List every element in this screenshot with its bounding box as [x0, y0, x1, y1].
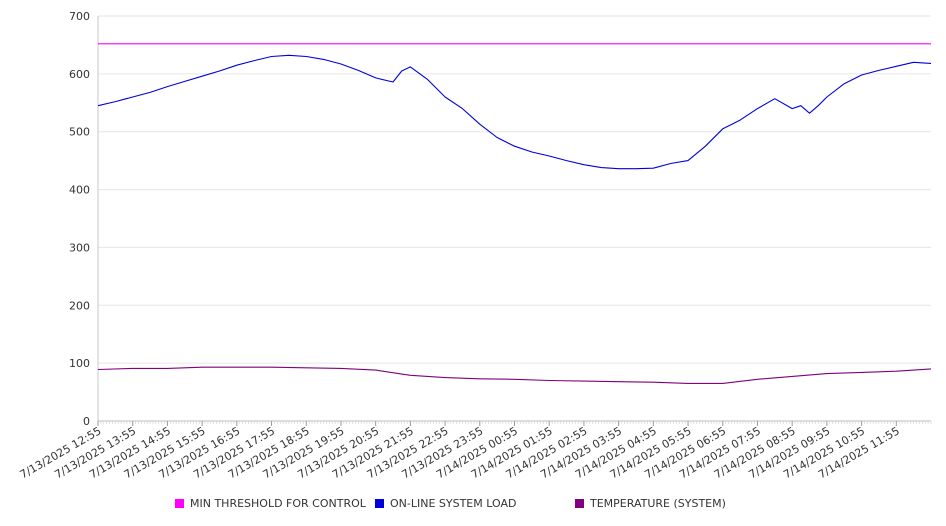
- y-tick-label: 500: [69, 126, 90, 139]
- series-line-1: [97, 54, 932, 170]
- y-tick-label: 400: [69, 184, 90, 197]
- grid-lines: [98, 15, 931, 364]
- y-tick-label: 200: [69, 299, 90, 312]
- y-tick-label: 600: [69, 68, 90, 81]
- y-tick-label: 100: [69, 357, 90, 370]
- legend-item: MIN THRESHOLD FOR CONTROL: [175, 497, 366, 510]
- legend-label: MIN THRESHOLD FOR CONTROL: [190, 497, 366, 510]
- legend: MIN THRESHOLD FOR CONTROL ON-LINE SYSTEM …: [0, 497, 946, 515]
- legend-item: TEMPERATURE (SYSTEM): [575, 497, 726, 510]
- legend-item: ON-LINE SYSTEM LOAD: [375, 497, 516, 510]
- series-lines: [97, 43, 932, 384]
- legend-swatch: [375, 499, 384, 508]
- legend-swatch: [575, 499, 584, 508]
- y-tick-label: 700: [69, 10, 90, 23]
- legend-label: ON-LINE SYSTEM LOAD: [390, 497, 517, 510]
- y-tick-label: 300: [69, 241, 90, 254]
- legend-swatch: [175, 499, 184, 508]
- legend-label: TEMPERATURE (SYSTEM): [590, 497, 726, 510]
- y-tick-label: 0: [83, 415, 90, 428]
- series-line-2: [97, 366, 932, 384]
